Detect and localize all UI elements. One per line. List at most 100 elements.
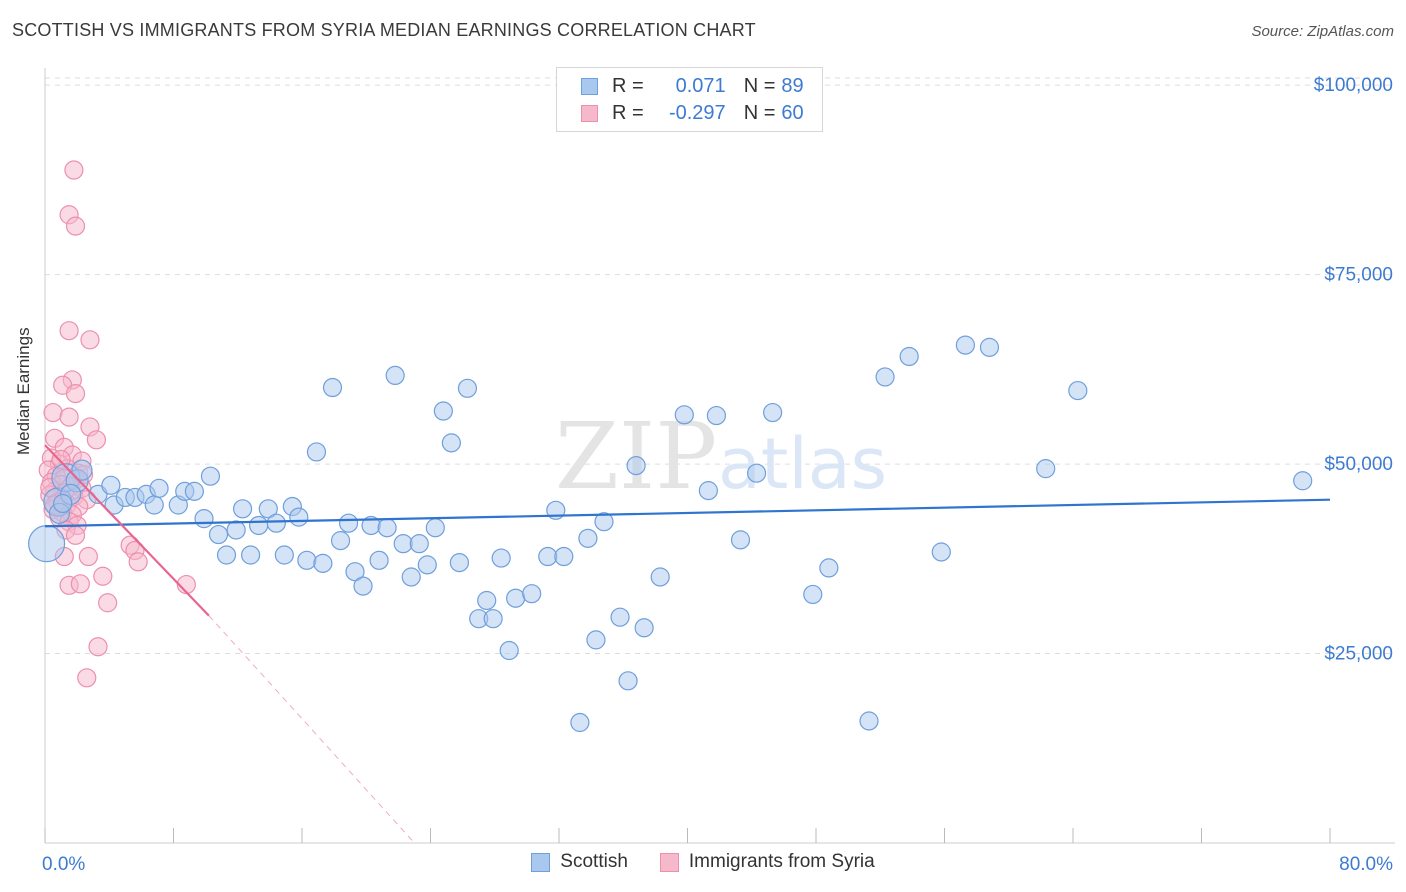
scottish-point[interactable] xyxy=(538,546,558,567)
scottish-point[interactable] xyxy=(650,567,670,587)
scottish-point[interactable] xyxy=(618,671,638,691)
scottish-point[interactable] xyxy=(385,365,405,386)
scottish-point[interactable] xyxy=(674,405,694,425)
scottish-point[interactable] xyxy=(1036,459,1056,479)
scottish-point[interactable] xyxy=(425,518,445,538)
scottish-point[interactable] xyxy=(28,525,66,563)
scottish-point[interactable] xyxy=(200,466,221,486)
scottish-point[interactable] xyxy=(266,513,286,533)
legend-item-syria[interactable]: Immigrants from Syria xyxy=(659,851,875,873)
scottish-point[interactable] xyxy=(401,567,421,587)
scottish-point[interactable] xyxy=(297,550,317,570)
scottish-point[interactable] xyxy=(149,478,169,498)
scottish-point[interactable] xyxy=(634,618,654,638)
scottish-point[interactable] xyxy=(1068,380,1088,401)
scottish-point[interactable] xyxy=(306,442,327,462)
correlation-legend: R = 0.071 N = 89 R = -0.297 N = 60 xyxy=(556,67,823,132)
legend-swatch-scottish xyxy=(531,852,551,872)
scottish-point[interactable] xyxy=(594,512,614,532)
scottish-point[interactable] xyxy=(322,377,343,398)
scottish-point[interactable] xyxy=(377,518,397,538)
scottish-point[interactable] xyxy=(330,531,351,551)
scottish-point[interactable] xyxy=(698,481,718,501)
scottish-point[interactable] xyxy=(249,515,269,536)
scottish-point[interactable] xyxy=(859,711,879,731)
scottish-point[interactable] xyxy=(763,402,783,423)
scottish-point[interactable] xyxy=(457,378,478,398)
scottish-point[interactable] xyxy=(506,588,526,608)
syria-point[interactable] xyxy=(65,383,86,404)
scottish-point[interactable] xyxy=(1293,471,1313,491)
scottish-point[interactable] xyxy=(101,475,121,495)
scottish-point[interactable] xyxy=(931,542,951,562)
syria-point[interactable] xyxy=(59,321,79,341)
scottish-point[interactable] xyxy=(338,513,359,533)
scottish-point[interactable] xyxy=(483,609,503,629)
scottish-point[interactable] xyxy=(345,562,365,582)
scottish-point[interactable] xyxy=(369,550,389,570)
scottish-point[interactable] xyxy=(71,459,93,481)
scottish-point[interactable] xyxy=(706,405,727,426)
scottish-point[interactable] xyxy=(610,607,630,627)
scottish-point[interactable] xyxy=(53,493,73,514)
syria-point[interactable] xyxy=(128,552,148,572)
legend-n-value: 60 xyxy=(781,101,804,124)
scottish-point[interactable] xyxy=(353,576,373,596)
syria-point[interactable] xyxy=(86,430,107,450)
syria-point[interactable] xyxy=(78,546,98,567)
syria-point[interactable] xyxy=(65,216,86,236)
scottish-point[interactable] xyxy=(554,546,574,567)
scottish-point[interactable] xyxy=(258,499,278,519)
y-tick-label: $75,000 xyxy=(1324,265,1393,286)
syria-point[interactable] xyxy=(93,566,113,586)
scottish-point[interactable] xyxy=(626,455,646,476)
syria-point[interactable] xyxy=(80,330,100,350)
legend-swatch-syria xyxy=(581,104,598,122)
scottish-point[interactable] xyxy=(899,346,919,367)
scottish-point[interactable] xyxy=(491,548,511,568)
legend-r-value: -0.297 xyxy=(668,101,726,124)
syria-point[interactable] xyxy=(98,593,118,613)
scottish-point[interactable] xyxy=(409,534,429,554)
scottish-point[interactable] xyxy=(417,555,437,575)
scottish-point[interactable] xyxy=(730,530,751,550)
scottish-trend-line xyxy=(44,498,1331,528)
scottish-point[interactable] xyxy=(216,545,237,565)
scottish-point[interactable] xyxy=(232,499,253,519)
scottish-point[interactable] xyxy=(226,520,246,540)
syria-point[interactable] xyxy=(64,160,84,180)
syria-point[interactable] xyxy=(59,407,79,427)
scottish-point[interactable] xyxy=(449,552,470,573)
legend-swatch-scottish xyxy=(581,77,598,95)
scottish-point[interactable] xyxy=(477,590,497,611)
syria-point[interactable] xyxy=(65,525,86,545)
scottish-point[interactable] xyxy=(979,337,1000,357)
scottish-point[interactable] xyxy=(522,584,542,604)
scottish-point[interactable] xyxy=(499,640,519,661)
scottish-point[interactable] xyxy=(955,335,975,355)
syria-point[interactable] xyxy=(88,637,108,657)
syria-point[interactable] xyxy=(70,574,90,594)
scottish-point[interactable] xyxy=(241,545,261,565)
scottish-point[interactable] xyxy=(819,558,839,578)
syria-point[interactable] xyxy=(43,402,63,423)
scottish-point[interactable] xyxy=(570,712,590,733)
legend-item-scottish[interactable]: Scottish xyxy=(531,851,628,873)
scottish-point[interactable] xyxy=(208,524,229,545)
syria-point[interactable] xyxy=(77,668,97,688)
scottish-point[interactable] xyxy=(289,507,309,527)
scottish-point[interactable] xyxy=(875,367,895,387)
scottish-point[interactable] xyxy=(441,433,461,453)
scottish-point[interactable] xyxy=(586,630,606,650)
legend-label-syria: Immigrants from Syria xyxy=(688,851,875,872)
scottish-point[interactable] xyxy=(578,528,598,548)
scottish-point[interactable] xyxy=(803,584,823,605)
scottish-point[interactable] xyxy=(144,495,164,515)
scottish-point[interactable] xyxy=(313,553,333,573)
scottish-point[interactable] xyxy=(433,401,453,421)
scottish-point[interactable] xyxy=(194,509,214,529)
scottish-point[interactable] xyxy=(274,545,294,565)
scottish-point[interactable] xyxy=(746,463,767,483)
scottish-point[interactable] xyxy=(184,481,204,501)
scottish-point[interactable] xyxy=(393,534,413,554)
